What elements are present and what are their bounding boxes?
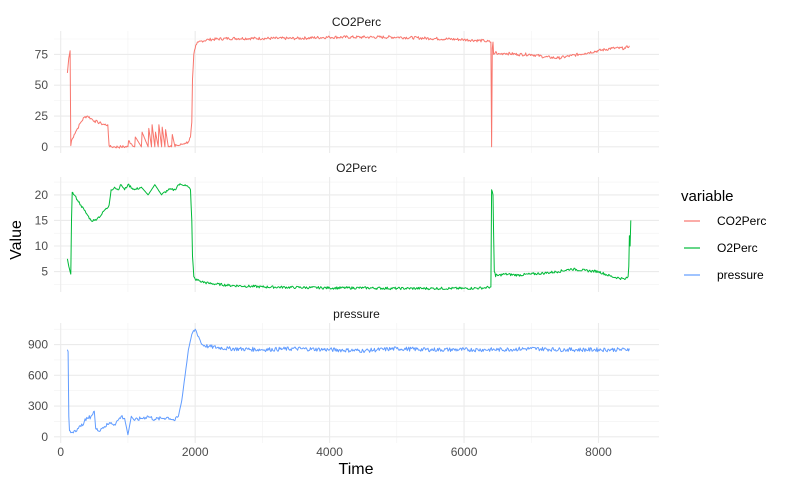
y-tick-label: 5 (41, 265, 48, 279)
y-tick-label: 300 (28, 399, 48, 413)
legend-title: variable (681, 188, 734, 205)
legend-label: CO2Perc (717, 214, 766, 228)
panel-pressure: 0 300 600 900 pressure (28, 307, 659, 444)
y-tick-label: 0 (41, 140, 48, 154)
y-tick-label: 20 (35, 188, 49, 202)
x-tick-label: 0 (57, 445, 64, 459)
y-tick-label: 15 (35, 213, 49, 227)
chart-panels: 0 25 50 75 CO2Perc 5 10 15 20 O2Perc 0 300 600 900 pre… (28, 15, 659, 444)
series-line-co2perc (66, 35, 630, 149)
y-tick-label: 900 (28, 338, 48, 352)
x-axis: 0 2000 4000 6000 8000 (57, 445, 612, 459)
panel-title: pressure (333, 307, 380, 321)
panel-title: CO2Perc (332, 15, 381, 29)
x-tick-label: 6000 (451, 445, 478, 459)
x-tick-label: 4000 (316, 445, 343, 459)
y-tick-label: 50 (35, 78, 49, 92)
series-line-o2perc (66, 183, 632, 291)
panel-co2perc: 0 25 50 75 CO2Perc (35, 15, 659, 154)
panel-o2perc: 5 10 15 20 O2Perc (35, 161, 659, 292)
legend-label: pressure (717, 268, 764, 282)
y-axis-title: Value (8, 220, 25, 260)
legend: variable CO2Perc O2Perc pressure (681, 188, 766, 282)
y-tick-label: 0 (41, 430, 48, 444)
x-axis-title: Time (339, 461, 374, 478)
y-tick-label: 600 (28, 368, 48, 382)
x-tick-label: 2000 (182, 445, 209, 459)
panel-title: O2Perc (336, 161, 377, 175)
series-line-pressure (66, 328, 630, 436)
legend-label: O2Perc (717, 241, 758, 255)
y-tick-label: 75 (35, 47, 49, 61)
y-tick-label: 10 (35, 239, 49, 253)
x-tick-label: 8000 (585, 445, 612, 459)
y-tick-label: 25 (35, 109, 49, 123)
